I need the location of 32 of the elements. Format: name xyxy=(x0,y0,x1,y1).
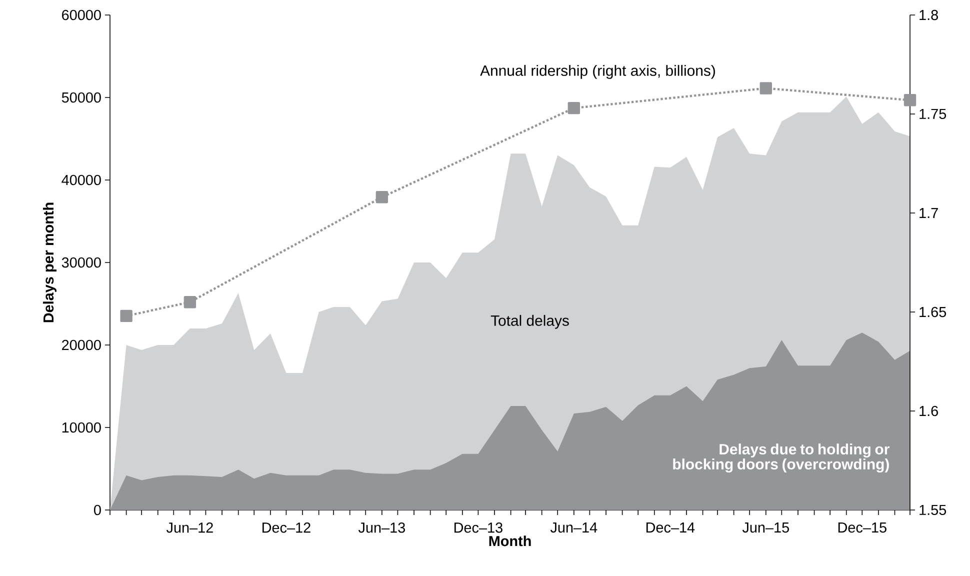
point xyxy=(184,296,196,308)
y2-tick-label: 1.8 xyxy=(920,10,938,20)
x-tick-label: Dec–14 xyxy=(646,522,695,533)
y-tick-label: 20000 xyxy=(62,340,101,350)
x-tick-label: Jun–14 xyxy=(550,522,598,533)
x-tick-label: Dec–12 xyxy=(262,522,310,533)
y-tick-label: 50000 xyxy=(62,92,101,103)
point xyxy=(904,94,916,106)
y2-tick-label: 1.55 xyxy=(920,504,946,516)
y-tick-label: 40000 xyxy=(62,174,101,186)
y-tick-label: 10000 xyxy=(62,422,101,433)
y2-tick-label: 1.7 xyxy=(920,208,938,218)
point xyxy=(376,191,388,204)
x-tick-label: Dec–13 xyxy=(454,522,502,533)
series-label: Total delays xyxy=(490,314,569,329)
point xyxy=(760,82,772,94)
x-tick-label: Jun–15 xyxy=(742,522,789,533)
y-tick-label: 60000 xyxy=(62,10,101,20)
y2-tick-label: 1.65 xyxy=(920,306,946,318)
y2-tick-label: 1.75 xyxy=(920,108,946,120)
y-tick-label: 30000 xyxy=(62,257,101,268)
x-tick-label: Dec–15 xyxy=(838,522,886,533)
y-axis-title: Delays per month xyxy=(43,202,56,322)
point xyxy=(568,102,580,114)
x-tick-label: Jun–12 xyxy=(166,522,213,533)
x-tick-label: Jun–13 xyxy=(358,522,405,533)
series-label: Delays due to holding or blocking doors (overcrowding) xyxy=(673,444,890,473)
point xyxy=(120,310,132,322)
x-axis-title: Month xyxy=(489,536,531,546)
y-tick-label: 0 xyxy=(94,504,101,516)
series-label: Annual ridership (right axis, billions) xyxy=(480,64,715,79)
y2-tick-label: 1.6 xyxy=(920,406,938,416)
